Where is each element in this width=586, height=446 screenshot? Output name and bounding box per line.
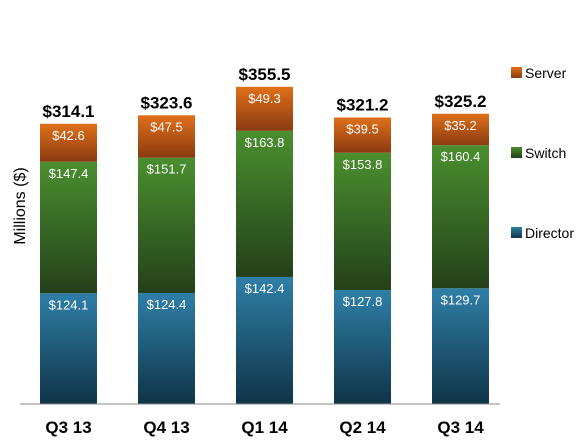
bar-segment-director-q4-13 bbox=[138, 293, 195, 404]
legend-swatch-director bbox=[511, 227, 522, 238]
data-label-director-q4-13: $124.4 bbox=[147, 297, 187, 312]
x-tick-label-q2-14: Q2 14 bbox=[339, 418, 386, 437]
bar-segment-director-q2-14 bbox=[334, 289, 391, 404]
total-label-q2-14: $321.2 bbox=[337, 96, 389, 115]
bar-segment-switch-q4-13 bbox=[138, 157, 195, 294]
data-label-switch-q3-13: $147.4 bbox=[49, 166, 89, 181]
x-tick-label-q3-14: Q3 14 bbox=[437, 418, 484, 437]
x-tick-label-q4-13: Q4 13 bbox=[143, 418, 189, 437]
legend-label-server: Server bbox=[525, 65, 567, 81]
bars-group: $124.1 $147.4 $42.6 $314.1 $124.4 $151.7 $47.5… bbox=[40, 65, 489, 404]
total-label-q3-13: $314.1 bbox=[43, 102, 95, 121]
data-label-server-q4-13: $47.5 bbox=[150, 119, 183, 134]
data-label-server-q2-14: $39.5 bbox=[346, 122, 379, 137]
legend-label-director: Director bbox=[525, 225, 574, 241]
bar-segment-switch-q3-14 bbox=[432, 145, 489, 289]
x-axis-ticks: Q3 13 Q4 13 Q1 14 Q2 14 Q3 14 bbox=[45, 418, 484, 437]
data-label-director-q3-14: $129.7 bbox=[441, 292, 481, 307]
bar-segment-switch-q2-14 bbox=[334, 152, 391, 290]
x-tick-label-q3-13: Q3 13 bbox=[45, 418, 91, 437]
data-label-director-q3-13: $124.1 bbox=[49, 297, 89, 312]
bar-segment-director-q1-14 bbox=[236, 276, 293, 404]
x-tick-label-q1-14: Q1 14 bbox=[241, 418, 288, 437]
total-label-q4-13: $323.6 bbox=[141, 93, 193, 112]
y-axis-label: Millions ($) bbox=[12, 167, 29, 244]
data-label-server-q1-14: $49.3 bbox=[248, 91, 281, 106]
data-label-switch-q2-14: $153.8 bbox=[343, 157, 383, 172]
data-label-server-q3-14: $35.2 bbox=[444, 118, 477, 133]
total-label-q3-14: $325.2 bbox=[435, 92, 487, 111]
bar-segment-switch-q3-13 bbox=[40, 161, 97, 294]
bar-segment-server-q1-14 bbox=[236, 86, 293, 131]
data-label-server-q3-13: $42.6 bbox=[52, 128, 85, 143]
bar-segment-server-q2-14 bbox=[334, 117, 391, 153]
bar-segment-server-q3-13 bbox=[40, 123, 97, 162]
legend-swatch-server bbox=[511, 67, 522, 78]
bar-segment-switch-q1-14 bbox=[236, 130, 293, 277]
data-label-switch-q3-14: $160.4 bbox=[441, 149, 481, 164]
legend-swatch-switch bbox=[511, 147, 522, 158]
data-label-director-q2-14: $127.8 bbox=[343, 294, 383, 309]
bar-segment-director-q3-14 bbox=[432, 288, 489, 404]
data-label-switch-q1-14: $163.8 bbox=[245, 135, 285, 150]
data-label-switch-q4-13: $151.7 bbox=[147, 162, 187, 177]
total-label-q1-14: $355.5 bbox=[239, 65, 291, 84]
bar-segment-server-q3-14 bbox=[432, 113, 489, 146]
data-label-director-q1-14: $142.4 bbox=[245, 281, 285, 296]
bar-segment-director-q3-13 bbox=[40, 293, 97, 404]
bar-segment-server-q4-13 bbox=[138, 115, 195, 158]
legend: Server Switch Director bbox=[511, 65, 574, 241]
legend-label-switch: Switch bbox=[525, 145, 566, 161]
